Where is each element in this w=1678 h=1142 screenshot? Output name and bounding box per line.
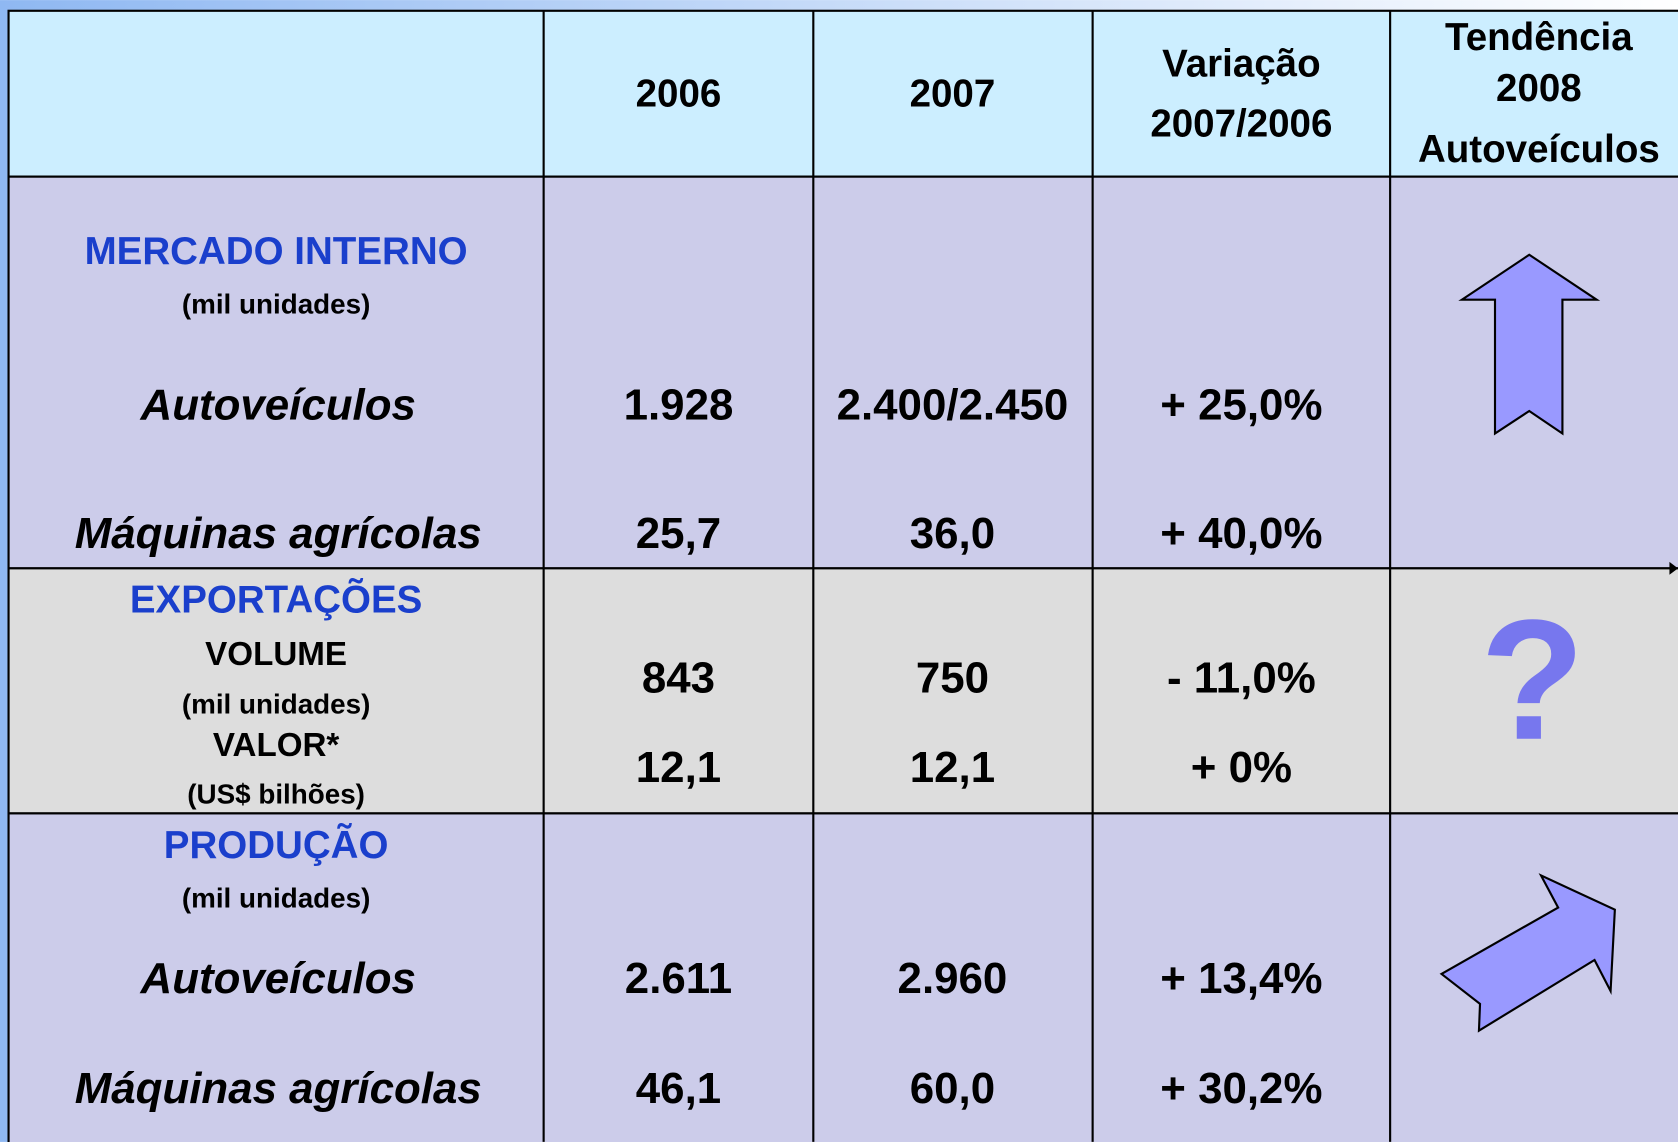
section-unit: (mil unidades) — [182, 882, 371, 913]
cell: 60,0 — [910, 1064, 995, 1113]
section-unit: (mil unidades) — [182, 288, 371, 319]
row-unit: (mil unidades) — [182, 689, 371, 720]
header-cell: 2007 — [910, 73, 996, 116]
cell: + 0% — [1191, 743, 1292, 792]
section-title: EXPORTAÇÕES — [130, 577, 422, 622]
header-cell: 2008 — [1496, 67, 1582, 110]
section-row — [7, 175, 1678, 570]
row-label: VOLUME — [205, 636, 347, 673]
header-cell: Tendência — [1445, 16, 1633, 59]
section-row — [7, 812, 1678, 1142]
cell: 36,0 — [910, 509, 995, 558]
cell: + 25,0% — [1160, 380, 1322, 429]
trend-up-arrow — [1458, 253, 1601, 436]
row-label: Máquinas agrícolas — [75, 1064, 482, 1113]
section-title: MERCADO INTERNO — [85, 230, 468, 273]
section-row — [7, 567, 1678, 815]
cell: 2.960 — [898, 954, 1008, 1003]
header-cell: 2007/2006 — [1150, 103, 1332, 146]
cell: + 30,2% — [1160, 1064, 1322, 1113]
header-cell: 2006 — [636, 73, 722, 116]
edge-arrow — [1669, 561, 1678, 575]
header-row — [7, 9, 1678, 178]
cell: 12,1 — [910, 743, 995, 792]
row-unit: (US$ bilhões) — [187, 779, 365, 810]
cell: 12,1 — [636, 743, 721, 792]
column-lines — [542, 10, 1392, 1142]
header-cell: Autoveículos — [1418, 128, 1660, 171]
cell: 1.928 — [624, 380, 734, 429]
cell: + 13,4% — [1160, 954, 1322, 1003]
trend-question: ? — [1480, 585, 1585, 776]
cell: 2.400/2.450 — [837, 380, 1069, 429]
cell: 46,1 — [636, 1064, 721, 1113]
header-cell: Variação — [1162, 43, 1320, 86]
cell: + 40,0% — [1160, 509, 1322, 558]
section-title: PRODUÇÃO — [164, 823, 389, 867]
row-label: Máquinas agrícolas — [75, 509, 482, 558]
row-label: Autoveículos — [140, 954, 416, 1003]
row-label: VALOR* — [213, 727, 340, 764]
cell: 2.611 — [625, 954, 732, 1003]
cell: 843 — [642, 653, 715, 702]
cell: 25,7 — [636, 509, 721, 558]
cell: 750 — [916, 653, 989, 702]
row-label: Autoveículos — [140, 380, 416, 429]
cell: - 11,0% — [1167, 653, 1316, 702]
trend-diagonal-arrow — [1439, 873, 1616, 1033]
